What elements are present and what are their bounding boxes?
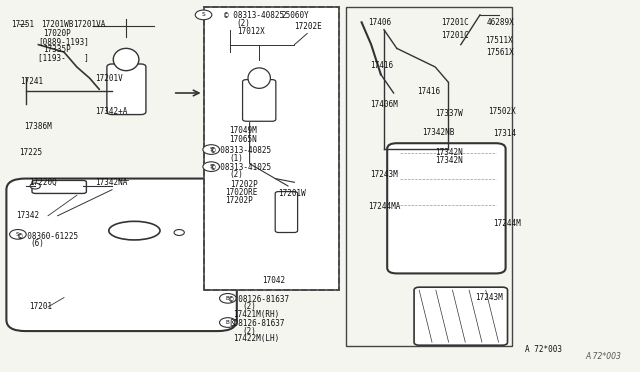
Text: A 72*003: A 72*003 — [525, 345, 562, 354]
Text: 17314: 17314 — [493, 129, 516, 138]
Text: S: S — [209, 147, 213, 152]
Circle shape — [195, 10, 212, 20]
Text: (2): (2) — [237, 19, 251, 28]
Text: 17243M: 17243M — [370, 170, 397, 179]
FancyBboxPatch shape — [414, 287, 508, 345]
Text: 17012X: 17012X — [237, 27, 264, 36]
Text: ßO8126-81637: ßO8126-81637 — [229, 319, 285, 328]
FancyBboxPatch shape — [243, 80, 276, 121]
Text: 17243M: 17243M — [475, 293, 502, 302]
Text: 17342+A: 17342+A — [95, 107, 127, 116]
Text: 17201VA: 17201VA — [74, 20, 106, 29]
Text: © 08313-40825: © 08313-40825 — [224, 11, 284, 20]
Text: [0889-1193]: [0889-1193] — [38, 37, 89, 46]
Text: (2): (2) — [229, 170, 243, 179]
Text: 17342NA: 17342NA — [95, 178, 127, 187]
Text: 17201W: 17201W — [278, 189, 306, 198]
Text: 17241: 17241 — [20, 77, 44, 86]
Text: 17201WB: 17201WB — [42, 20, 74, 29]
Text: 17202P: 17202P — [230, 180, 258, 189]
Text: 17422M(LH): 17422M(LH) — [234, 334, 280, 343]
FancyBboxPatch shape — [32, 180, 86, 193]
Text: S: S — [202, 12, 205, 17]
Text: 17065N: 17065N — [229, 135, 257, 144]
Text: 17406M: 17406M — [370, 100, 397, 109]
Text: 17416: 17416 — [370, 61, 393, 70]
Text: (2): (2) — [242, 327, 256, 336]
Text: [1193-    ]: [1193- ] — [38, 53, 89, 62]
Text: 17202E: 17202E — [294, 22, 322, 31]
FancyBboxPatch shape — [6, 179, 237, 331]
Bar — [346, 7, 512, 346]
Text: 17561X: 17561X — [486, 48, 514, 57]
FancyBboxPatch shape — [387, 143, 506, 273]
Text: 46289X: 46289X — [486, 18, 514, 27]
Text: 17386M: 17386M — [24, 122, 52, 131]
Text: 17421M(RH): 17421M(RH) — [234, 310, 280, 319]
Text: 17335P: 17335P — [44, 45, 71, 54]
Text: 17220Q: 17220Q — [29, 178, 56, 187]
Circle shape — [220, 318, 236, 327]
FancyBboxPatch shape — [275, 192, 298, 232]
Text: 17342NB: 17342NB — [422, 128, 455, 137]
Text: 17042: 17042 — [262, 276, 285, 285]
Ellipse shape — [109, 221, 160, 240]
Text: 17201V: 17201V — [95, 74, 122, 83]
Text: 17406: 17406 — [368, 18, 391, 27]
Text: © 08313-40825: © 08313-40825 — [211, 146, 271, 155]
Text: 17244MA: 17244MA — [368, 202, 401, 211]
Circle shape — [174, 230, 184, 235]
Text: 17244M: 17244M — [493, 219, 520, 228]
Text: (2): (2) — [242, 302, 256, 311]
Text: A 72*003: A 72*003 — [585, 352, 621, 361]
Text: S: S — [16, 232, 20, 237]
Text: (6): (6) — [31, 239, 45, 248]
Circle shape — [30, 183, 40, 189]
Text: 17342: 17342 — [16, 211, 39, 220]
Text: © 08313-41025: © 08313-41025 — [211, 163, 271, 172]
Circle shape — [203, 145, 220, 154]
Text: 1702ORE: 1702ORE — [225, 188, 258, 197]
FancyBboxPatch shape — [107, 64, 146, 115]
Text: B: B — [226, 296, 230, 301]
Text: 17049M: 17049M — [229, 126, 257, 135]
Text: 25060Y: 25060Y — [282, 11, 309, 20]
Text: 17202P: 17202P — [225, 196, 253, 205]
Text: © 08360-61225: © 08360-61225 — [18, 232, 78, 241]
Text: 17502X: 17502X — [488, 107, 515, 116]
Circle shape — [10, 230, 26, 239]
Circle shape — [203, 162, 220, 171]
Text: 17337W: 17337W — [435, 109, 463, 118]
Text: B: B — [226, 320, 230, 325]
Text: 17020P: 17020P — [44, 29, 71, 38]
Ellipse shape — [113, 48, 139, 71]
Text: 17416: 17416 — [417, 87, 440, 96]
Text: (1): (1) — [229, 154, 243, 163]
Text: 17342N: 17342N — [435, 156, 463, 165]
Ellipse shape — [248, 68, 271, 89]
Text: S: S — [209, 164, 213, 169]
Text: 17201: 17201 — [29, 302, 52, 311]
Bar — [204, 7, 339, 290]
Text: 17201C: 17201C — [442, 18, 469, 27]
Text: 17201C: 17201C — [442, 31, 469, 40]
Bar — [204, 7, 339, 290]
Circle shape — [220, 294, 236, 303]
Text: 17251: 17251 — [12, 20, 35, 29]
Text: 17225: 17225 — [19, 148, 42, 157]
Text: 17342N: 17342N — [435, 148, 463, 157]
Text: 17511X: 17511X — [485, 36, 513, 45]
Text: © 08126-81637: © 08126-81637 — [229, 295, 289, 304]
